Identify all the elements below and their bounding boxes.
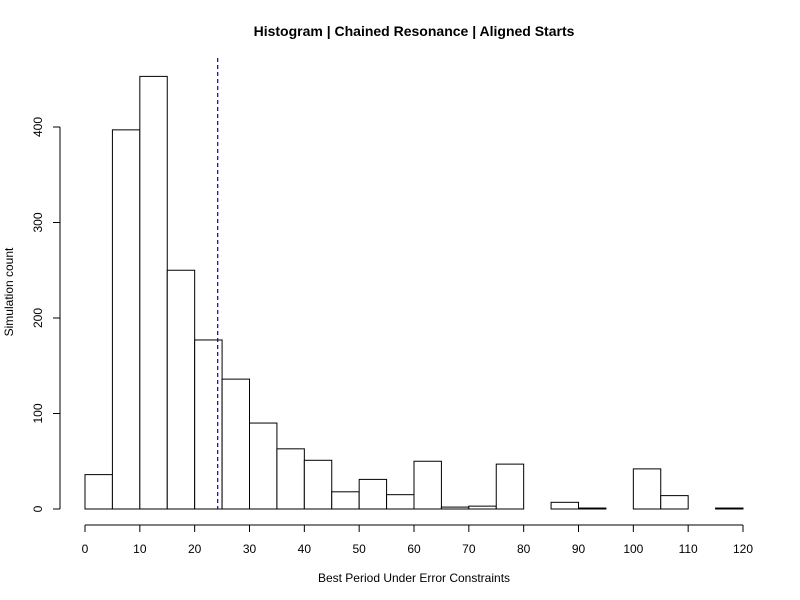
histogram-bar bbox=[578, 507, 607, 510]
x-tick-label: 10 bbox=[133, 542, 147, 556]
y-tick-label: 200 bbox=[31, 308, 45, 328]
histogram-bar bbox=[331, 491, 360, 510]
y-tick-label: 0 bbox=[31, 505, 45, 512]
histogram-bar bbox=[84, 474, 113, 510]
x-tick-label: 120 bbox=[733, 542, 753, 556]
histogram-bar bbox=[249, 422, 278, 510]
histogram-bar bbox=[111, 129, 141, 510]
y-tick-label: 100 bbox=[31, 403, 45, 423]
chart-title: Histogram | Chained Resonance | Aligned … bbox=[254, 23, 575, 39]
y-axis-label: Simulation count bbox=[2, 247, 16, 336]
x-tick-label: 40 bbox=[298, 542, 312, 556]
histogram-bar bbox=[468, 505, 497, 510]
histogram-bar bbox=[139, 75, 168, 510]
histogram-bar bbox=[166, 269, 196, 510]
x-tick-label: 90 bbox=[572, 542, 586, 556]
x-axis-label: Best Period Under Error Constraints bbox=[318, 571, 510, 585]
bars-group bbox=[84, 75, 744, 510]
x-tick-label: 70 bbox=[462, 542, 476, 556]
x-tick-label: 50 bbox=[352, 542, 366, 556]
y-tick-label: 300 bbox=[31, 212, 45, 232]
histogram-bar bbox=[413, 460, 442, 510]
histogram-bar bbox=[495, 463, 525, 510]
x-tick-label: 0 bbox=[82, 542, 89, 556]
y-tick-label: 400 bbox=[31, 117, 45, 137]
histogram-bar bbox=[550, 501, 579, 510]
histogram-bar bbox=[303, 459, 333, 510]
histogram-bar bbox=[358, 478, 388, 510]
x-tick-label: 110 bbox=[679, 542, 698, 556]
histogram-bar bbox=[660, 495, 689, 510]
x-axis: 0 10 20 30 40 50 60 70 80 90 100 110 120 bbox=[82, 524, 753, 556]
x-tick-label: 20 bbox=[188, 542, 202, 556]
x-tick-label: 100 bbox=[623, 542, 643, 556]
histogram-bar bbox=[386, 494, 415, 510]
histogram-bar bbox=[632, 468, 662, 510]
histogram-bar bbox=[715, 507, 744, 510]
x-tick-label: 30 bbox=[243, 542, 257, 556]
x-tick-label: 60 bbox=[407, 542, 421, 556]
y-axis: 0 100 200 300 400 bbox=[31, 117, 61, 512]
histogram-bar bbox=[221, 378, 250, 510]
histogram-bar bbox=[440, 506, 470, 510]
x-tick-label: 80 bbox=[517, 542, 531, 556]
histogram-bar bbox=[276, 448, 305, 510]
